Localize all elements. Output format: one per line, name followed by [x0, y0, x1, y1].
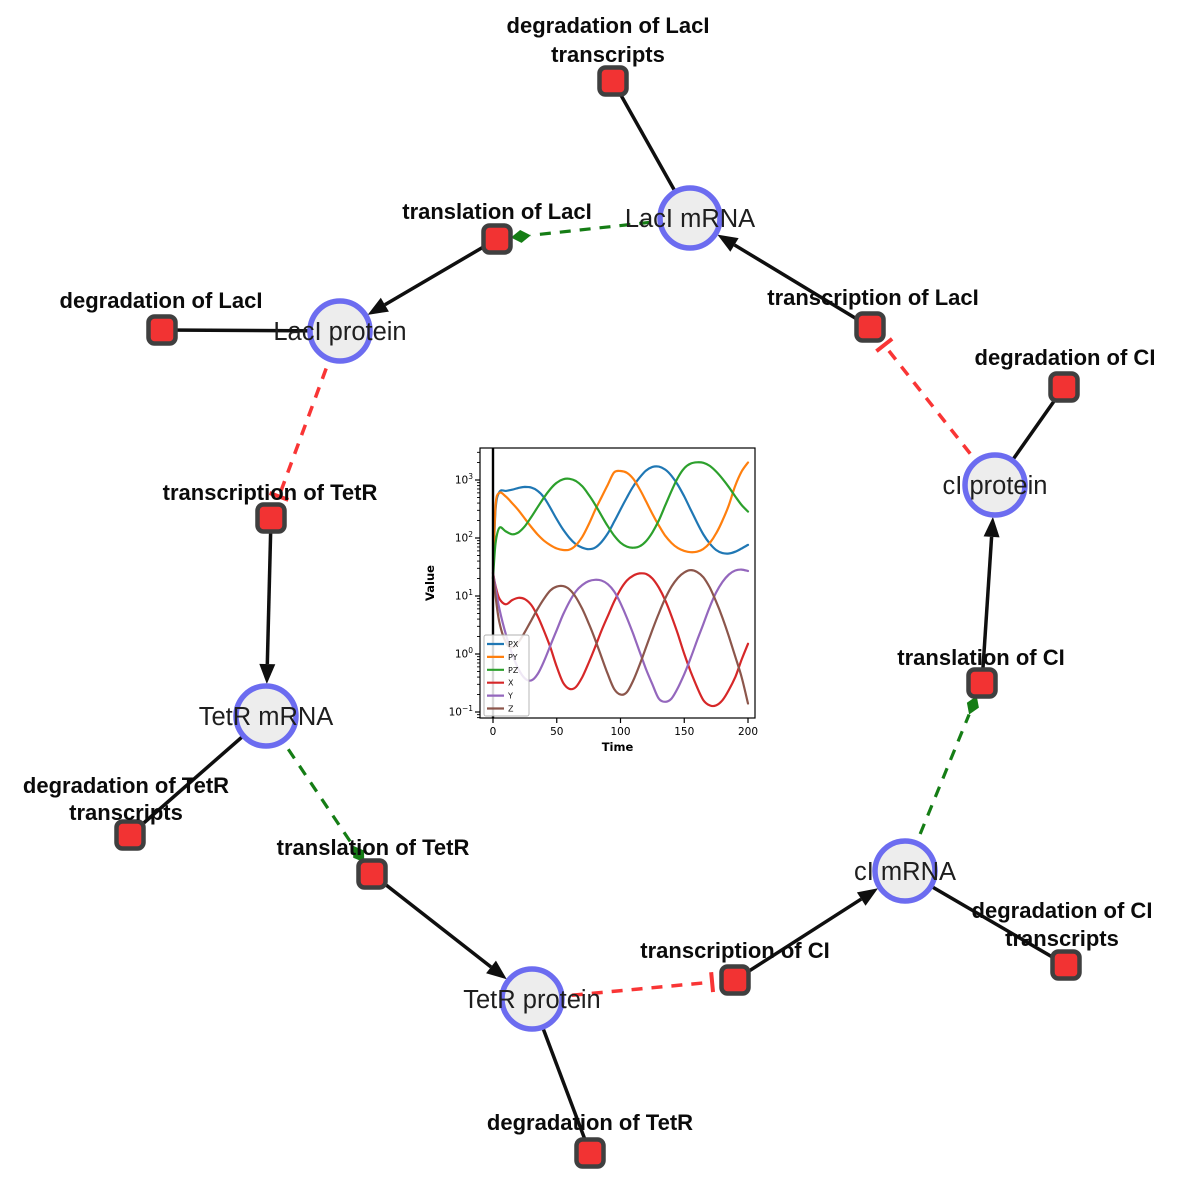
species-label-laci-protein: LacI protein	[273, 318, 406, 346]
series-line-Z	[491, 568, 750, 705]
x-tick-label: 50	[550, 726, 563, 738]
reaction-label-deg-laci-tx-line1: transcripts	[551, 42, 665, 67]
arrowhead-icon	[367, 297, 389, 315]
reaction-node-deg-laci	[146, 314, 178, 346]
production-line	[383, 237, 498, 307]
x-axis-label: Time	[602, 740, 634, 754]
reaction-label-translation-laci-line0: translation of LacI	[402, 199, 591, 224]
reaction-node-deg-laci-tx	[597, 65, 629, 97]
plot: 0 50 100 150 20010310210110010−1TimeValuePXP…	[423, 447, 758, 754]
reaction-label-translation-ci-line0: translation of CI	[897, 645, 1064, 670]
edge-production-transcription-tetr-to-tetr-mrna	[259, 517, 276, 685]
species-node-laci-mrna	[657, 185, 723, 251]
edge-production-translation-tetr-to-tetr-protein	[370, 872, 507, 980]
production-line	[733, 243, 871, 329]
x-tick-label: 0	[490, 726, 497, 738]
reaction-label-translation-tetr-line0: translation of TetR	[277, 835, 470, 860]
edge-production-transcription-ci-to-ci-mrna	[734, 888, 879, 982]
reaction-label-deg-tetr-line0: degradation of TetR	[487, 1110, 693, 1135]
reaction-label-transcription-laci-line0: transcription of LacI	[767, 285, 978, 310]
edge-production-translation-laci-to-laci-protein	[367, 237, 498, 315]
species-node-ci-mrna	[872, 838, 938, 904]
reaction-node-transcription-laci	[854, 311, 886, 343]
species-label-ci-protein: cI protein	[943, 472, 1048, 500]
species-node-ci-protein	[962, 452, 1028, 518]
series-line-PY	[491, 461, 750, 580]
tbar-inhibitor-icon	[875, 337, 894, 353]
labels-layer: degradation of LacI transcripts translatio…	[23, 13, 1156, 1135]
y-tick-label: 101	[455, 588, 473, 603]
reaction-node-deg-ci	[1048, 371, 1080, 403]
y-tick-label: 103	[455, 472, 473, 487]
diamond-arrowhead-icon	[510, 229, 531, 243]
legend: PX PY PZ XYZ	[483, 634, 530, 717]
reaction-node-transcription-ci	[719, 964, 751, 996]
reaction-node-deg-tetr	[574, 1137, 606, 1169]
species-label-laci-mrna: LacI mRNA	[625, 205, 755, 233]
reaction-node-transcription-tetr	[255, 502, 287, 534]
reaction-node-deg-ci-tx	[1050, 949, 1082, 981]
legend-label-Z: Z	[508, 705, 514, 714]
y-tick-label: 10−1	[449, 704, 474, 719]
legend-label-PY: PY	[508, 653, 518, 662]
reaction-node-translation-ci	[966, 667, 998, 699]
reaction-label-deg-ci-tx-line0: degradation of CI	[972, 898, 1153, 923]
diamond-arrowhead-icon	[966, 695, 979, 715]
series-line-PZ	[491, 461, 750, 580]
arrowhead-icon	[983, 516, 1000, 538]
nodes-layer	[114, 65, 1082, 1169]
legend-label-X: X	[508, 679, 514, 688]
production-line	[370, 872, 493, 969]
diamond-arrowhead-icon	[353, 845, 365, 863]
reaction-label-deg-laci-tx-line0: degradation of LacI	[507, 13, 710, 38]
y-tick-label: 102	[455, 530, 473, 545]
y-tick-label: 100	[455, 646, 473, 661]
reaction-label-transcription-tetr-line0: transcription of TetR	[163, 480, 378, 505]
reaction-label-deg-tetr-tx-line0: degradation of TetR	[23, 773, 229, 798]
legend-label-Y: Y	[507, 692, 513, 701]
production-line	[265, 517, 273, 665]
species-label-ci-mrna: cI mRNA	[854, 858, 956, 886]
chart-frame	[479, 447, 756, 719]
reaction-label-deg-laci-line0: degradation of LacI	[60, 288, 263, 313]
species-label-tetr-protein: TetR protein	[463, 986, 601, 1014]
reaction-label-deg-ci-line0: degradation of CI	[975, 345, 1156, 370]
arrowhead-icon	[486, 960, 507, 980]
reaction-label-deg-tetr-tx-line1: transcripts	[69, 800, 183, 825]
reaction-label-deg-ci-tx-line1: transcripts	[1005, 926, 1119, 951]
arrowhead-icon	[856, 888, 879, 906]
production-line	[734, 897, 863, 982]
legend-label-PX: PX	[508, 640, 519, 649]
edge-production-transcription-laci-to-laci-mrna	[717, 234, 871, 329]
reaction-label-transcription-ci-line0: transcription of CI	[640, 938, 829, 963]
y-axis-label: Value	[423, 565, 437, 601]
tbar-inhibitor-icon	[268, 491, 290, 502]
reaction-node-translation-tetr	[356, 858, 388, 890]
reaction-node-deg-tetr-tx	[114, 819, 146, 851]
legend-box	[483, 634, 530, 717]
x-tick-label: 200	[738, 726, 758, 738]
species-node-tetr-mrna	[233, 683, 299, 749]
reaction-node-translation-laci	[481, 223, 513, 255]
x-tick-label: 100	[610, 726, 630, 738]
series-line-PX	[491, 465, 750, 580]
species-node-laci-protein	[307, 298, 373, 364]
series-line-X	[491, 571, 750, 708]
species-node-tetr-protein	[499, 966, 565, 1032]
edge-production-translation-ci-to-ci-protein	[980, 516, 1000, 684]
arrowhead-icon	[717, 234, 739, 252]
production-line	[980, 536, 994, 684]
series-line-Y	[491, 568, 750, 703]
species-label-tetr-mrna: TetR mRNA	[199, 703, 334, 731]
arrowhead-icon	[259, 663, 276, 685]
x-tick-label: 150	[674, 726, 694, 738]
legend-label-PZ: PZ	[508, 666, 519, 675]
tbar-inhibitor-icon	[709, 972, 716, 993]
timecourse-inset-plot: 0 50 100 150 20010310210110010−1TimeValuePXP…	[423, 447, 758, 754]
